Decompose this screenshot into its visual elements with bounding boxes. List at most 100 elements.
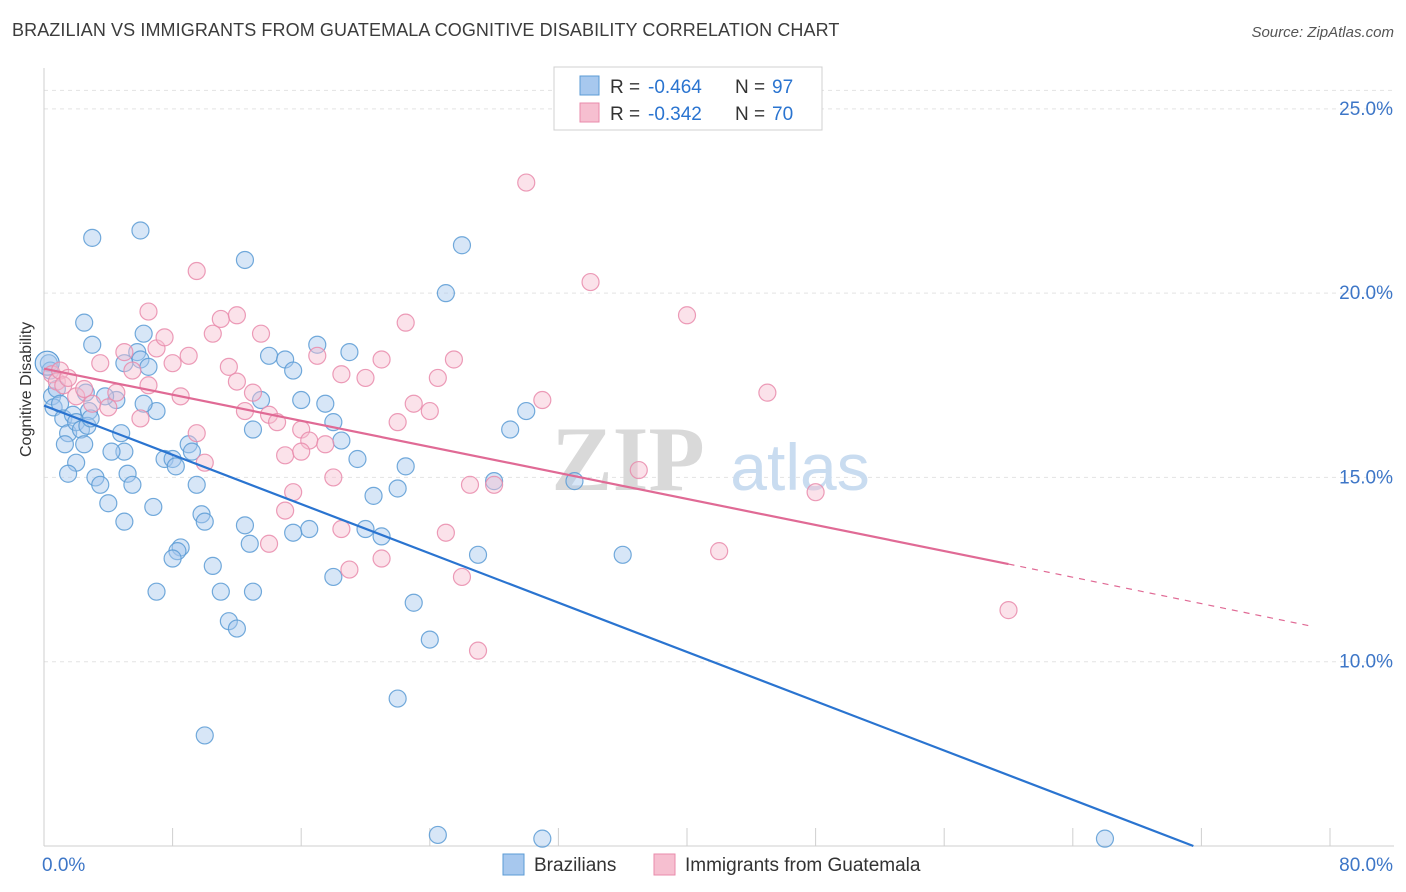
point-0-36 [182, 442, 201, 461]
point-1-56 [396, 313, 415, 332]
legend-r-label-1: R = [610, 104, 645, 125]
watermark: ZIP atlas [551, 408, 869, 510]
point-1-48 [485, 475, 504, 494]
point-1-53 [276, 501, 295, 520]
point-1-30 [267, 413, 287, 432]
point-0-72 [131, 221, 150, 240]
point-0-16 [75, 435, 94, 454]
point-1-23 [211, 309, 230, 329]
chart-source: Source: ZipAtlas.com [1251, 24, 1394, 41]
legend-swatch-guatemala [579, 102, 600, 123]
x-tick-label-1: 80.0% [1339, 855, 1393, 876]
point-0-41 [211, 582, 230, 601]
point-1-35 [308, 346, 327, 365]
trend-line-0 [43, 404, 1194, 848]
trend-line-1 [43, 367, 1009, 566]
point-0-14 [83, 335, 102, 354]
watermark-zip: ZIP [551, 408, 704, 510]
point-large-0 [34, 350, 60, 376]
point-1-64 [758, 383, 777, 402]
point-1-13 [131, 409, 150, 428]
point-0-64 [436, 284, 455, 303]
point-0-53 [316, 394, 335, 413]
point-1-20 [187, 424, 206, 443]
point-1-11 [115, 343, 134, 362]
point-1-46 [452, 567, 472, 587]
axes [43, 68, 1394, 847]
legend-n-value-1: 70 [772, 104, 793, 125]
point-0-94 [428, 825, 447, 845]
point-0-92 [388, 689, 407, 708]
point-1-59 [460, 475, 480, 494]
legend-bottom-label-brazilians: Brazilians [534, 855, 616, 876]
point-0-9 [55, 435, 74, 454]
point-1-12 [123, 361, 142, 380]
point-1-16 [155, 328, 174, 347]
series-legend: Brazilians Immigrants from Guatemala [502, 853, 921, 876]
point-1-55 [332, 365, 351, 384]
point-0-58 [364, 486, 383, 505]
point-1-27 [243, 383, 263, 402]
legend-swatch-brazilians [579, 75, 600, 96]
point-1-41 [372, 350, 391, 369]
point-1-45 [436, 523, 455, 542]
point-1-62 [677, 306, 697, 325]
point-1-63 [710, 542, 729, 561]
point-0-95 [1095, 829, 1115, 848]
legend-r-value-0: -0.464 [648, 77, 702, 98]
point-0-66 [468, 545, 488, 564]
point-0-0 [39, 354, 58, 373]
y-tick-label-2: 20.0% [1339, 283, 1393, 304]
trend-line-dashed-1 [1008, 563, 1315, 628]
point-0-73 [195, 726, 214, 745]
point-1-43 [404, 394, 423, 413]
point-0-46 [243, 420, 263, 439]
point-1-57 [428, 368, 447, 388]
y-tick-label-3: 25.0% [1339, 99, 1393, 120]
point-0-40 [203, 556, 222, 575]
point-1-37 [324, 468, 343, 487]
point-0-56 [332, 431, 351, 450]
point-1-10 [107, 383, 126, 402]
point-0-61 [396, 457, 415, 476]
point-0-43 [227, 619, 246, 638]
legend-bottom-swatch-brazilians [502, 853, 525, 876]
watermark-atlas: atlas [730, 430, 869, 504]
point-0-77 [300, 519, 319, 539]
point-1-49 [517, 173, 536, 192]
y-tick-label-1: 15.0% [1339, 467, 1393, 488]
point-1-58 [444, 350, 464, 369]
legend-r-label-0: R = [610, 77, 645, 98]
point-0-82 [144, 497, 163, 517]
point-1-25 [227, 372, 246, 391]
point-0-55 [340, 343, 359, 362]
point-0-27 [134, 324, 153, 343]
point-0-70 [75, 313, 94, 332]
chart-title: BRAZILIAN VS IMMIGRANTS FROM GUATEMALA C… [12, 20, 840, 40]
point-0-32 [166, 457, 185, 476]
point-1-66 [806, 483, 825, 502]
legend-bottom-swatch-guatemala [653, 853, 676, 876]
point-0-22 [118, 464, 137, 483]
svg-text:R = -0.464 N =: R = -0.464 N = 97 [610, 77, 793, 98]
legend-n-label-0: N = [735, 77, 770, 98]
point-0-21 [115, 442, 134, 461]
point-1-8 [91, 354, 110, 373]
point-1-69 [372, 549, 391, 568]
point-1-44 [420, 401, 439, 421]
x-tick-label-0: 0.0% [42, 855, 85, 876]
point-0-63 [420, 630, 439, 649]
point-1-51 [187, 261, 206, 281]
point-1-68 [259, 534, 279, 553]
point-0-76 [324, 567, 343, 587]
point-1-54 [292, 442, 311, 461]
point-1-31 [276, 446, 295, 465]
point-1-9 [99, 398, 118, 417]
point-1-39 [340, 560, 359, 579]
point-1-65 [629, 460, 648, 480]
point-0-78 [284, 523, 303, 542]
point-1-24 [219, 357, 238, 376]
svg-text:R = -0.342 N =: R = -0.342 N = 70 [610, 104, 793, 125]
point-0-28 [139, 357, 158, 376]
